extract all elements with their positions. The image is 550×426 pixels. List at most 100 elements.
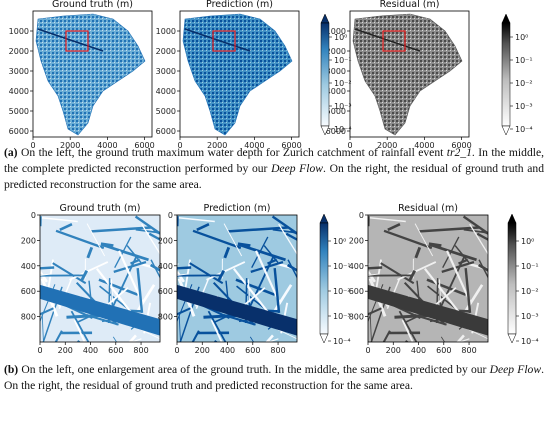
street <box>40 307 54 316</box>
street <box>263 245 279 263</box>
street <box>126 245 142 263</box>
street <box>476 232 488 241</box>
river <box>368 284 488 336</box>
panel-title: Prediction (m) <box>206 0 273 10</box>
street <box>210 319 223 342</box>
x-tick-label: 600 <box>436 346 451 355</box>
x-tick-label: 800 <box>133 346 148 355</box>
street <box>114 236 132 269</box>
x-tick-label: 2000 <box>207 141 227 150</box>
street <box>368 216 406 223</box>
frame <box>39 214 161 343</box>
colorbar-body <box>319 222 329 335</box>
caption-text: Deep Flow <box>271 162 324 175</box>
catchment <box>35 13 146 136</box>
street <box>96 268 134 316</box>
colorbar: 10⁰ 10⁻¹ 10⁻² 10⁻³ 10⁻⁴ <box>501 13 533 136</box>
street <box>442 236 460 269</box>
street <box>184 259 191 289</box>
highlight-box <box>212 30 236 52</box>
y-tick-label: 2000 <box>156 47 176 56</box>
street <box>59 223 73 231</box>
river <box>354 28 421 52</box>
street <box>40 266 55 270</box>
street <box>287 259 297 279</box>
street <box>91 226 152 233</box>
colorbar-end <box>507 213 517 224</box>
street <box>177 216 215 223</box>
y-tick-label: 1000 <box>326 27 346 36</box>
street <box>40 271 48 283</box>
street <box>134 284 156 316</box>
street <box>86 246 94 259</box>
y-tick-label: 400 <box>21 262 36 271</box>
street <box>134 215 160 235</box>
colorbar-tick-label: 10⁻⁴ <box>333 337 351 346</box>
street <box>285 232 297 241</box>
street <box>462 284 484 316</box>
colorbar: 10⁰ 10⁻¹ 10⁻² 10⁻³ 10⁻⁴ <box>507 213 539 346</box>
street <box>223 313 256 326</box>
x-tick-label: 600 <box>245 346 260 355</box>
street <box>106 287 129 306</box>
frame <box>349 10 470 138</box>
y-tick-label: 5000 <box>326 107 346 116</box>
x-tick-label: 0 <box>365 346 370 355</box>
x-tick-label: 400 <box>411 346 426 355</box>
street <box>469 223 488 255</box>
panels: Ground truth (m)0 2000 4000 600010002000300… <box>9 0 539 355</box>
colorbar-end <box>320 125 330 136</box>
street <box>237 243 286 262</box>
x-tick-label: 6000 <box>451 141 471 150</box>
street <box>207 310 227 342</box>
y-tick-label: 1000 <box>9 27 29 36</box>
street <box>278 223 297 255</box>
colorbar-tick-label: 10⁻¹ <box>333 262 351 271</box>
x-tick-label: 2000 <box>377 141 397 150</box>
y-tick-label: 400 <box>349 262 364 271</box>
street <box>243 287 266 306</box>
street <box>368 307 382 316</box>
panel-title: Residual (m) <box>380 0 440 10</box>
y-tick-label: 2000 <box>326 47 346 56</box>
colorbar-tick-label: 10⁰ <box>521 237 534 246</box>
y-tick-label: 1000 <box>156 27 176 36</box>
street <box>408 270 417 281</box>
street <box>233 268 271 316</box>
colorbar: 10⁰ 10⁻¹ 10⁻² 10⁻³ 10⁻⁴ <box>320 13 352 136</box>
colorbar-tick-label: 10⁻³ <box>515 102 533 111</box>
street <box>271 284 293 316</box>
street <box>192 229 242 250</box>
street <box>191 330 200 342</box>
street <box>223 223 243 257</box>
street <box>414 223 434 257</box>
street <box>189 262 224 285</box>
street <box>196 223 210 231</box>
street <box>250 261 284 273</box>
y-tick-label: 5000 <box>156 107 176 116</box>
panel: Ground truth (m) 0 200 400 600 800 0 200 400 600 8… <box>21 203 161 355</box>
river <box>37 28 104 52</box>
street <box>438 279 442 303</box>
street <box>273 267 281 313</box>
street <box>286 263 297 272</box>
x-tick-label: 800 <box>270 346 285 355</box>
street <box>428 243 477 262</box>
street <box>368 266 383 270</box>
y-tick-label: 0 <box>359 211 364 220</box>
panel-title: Prediction (m) <box>204 203 271 214</box>
y-tick-label: 3000 <box>326 67 346 76</box>
x-tick-label: 2000 <box>60 141 80 150</box>
y-tick-label: 600 <box>158 287 173 296</box>
y-tick-label: 0 <box>31 211 36 220</box>
panel: Prediction (m) 0 2000 4000 6000 1000 2000 3000 4… <box>156 0 302 150</box>
street <box>153 230 160 235</box>
x-tick-label: 400 <box>83 346 98 355</box>
street <box>100 243 149 262</box>
street <box>86 313 119 326</box>
street <box>235 278 276 296</box>
colorbar-tick-label: 10⁻¹ <box>515 56 533 65</box>
street <box>47 259 54 289</box>
street <box>426 278 467 296</box>
y-tick-label: 200 <box>21 236 36 245</box>
